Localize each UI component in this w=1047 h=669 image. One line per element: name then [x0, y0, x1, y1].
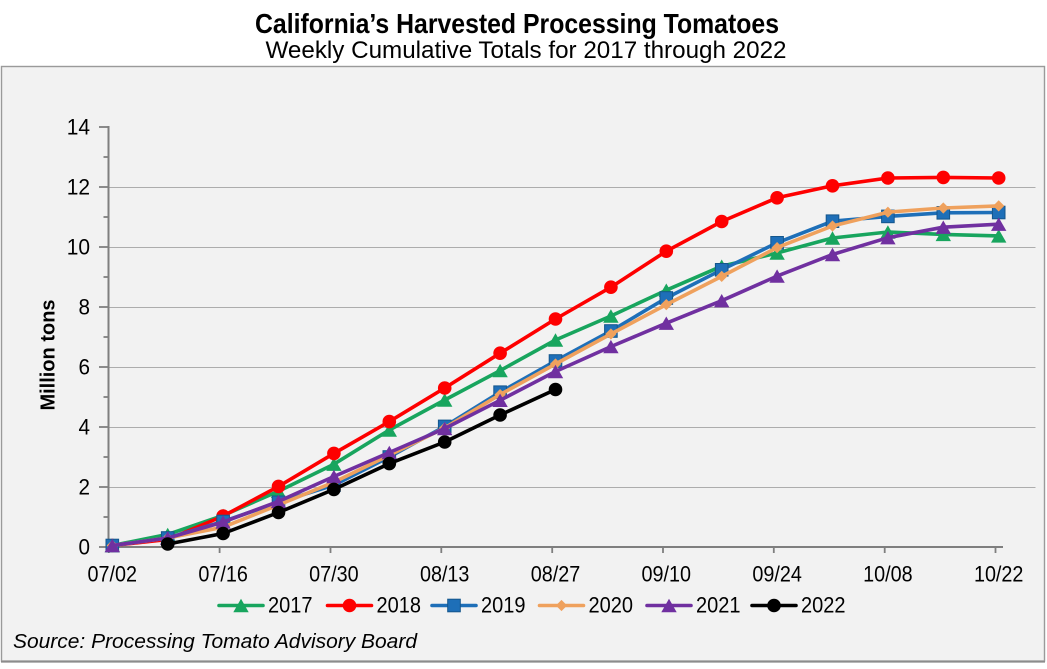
- svg-text:07/02: 07/02: [88, 562, 138, 587]
- svg-text:8: 8: [79, 294, 91, 319]
- svg-text:12: 12: [67, 174, 90, 199]
- svg-text:08/13: 08/13: [420, 562, 470, 587]
- svg-text:0: 0: [79, 534, 91, 559]
- svg-text:Million tons: Million tons: [38, 299, 60, 410]
- svg-text:10/08: 10/08: [863, 562, 913, 587]
- svg-text:09/24: 09/24: [752, 562, 802, 587]
- svg-text:10/22: 10/22: [974, 562, 1024, 587]
- svg-text:4: 4: [79, 414, 91, 439]
- svg-text:07/30: 07/30: [309, 562, 359, 587]
- svg-text:14: 14: [67, 114, 90, 139]
- svg-text:2022: 2022: [801, 593, 846, 618]
- svg-text:10: 10: [67, 234, 90, 259]
- svg-text:2020: 2020: [589, 593, 634, 618]
- svg-text:08/27: 08/27: [531, 562, 581, 587]
- svg-text:09/10: 09/10: [642, 562, 692, 587]
- svg-text:2017: 2017: [268, 593, 313, 618]
- svg-text:2019: 2019: [481, 593, 526, 618]
- svg-text:6: 6: [79, 354, 91, 379]
- svg-text:Source: Processing Tomato Advi: Source: Processing Tomato Advisory Board: [13, 630, 418, 653]
- svg-text:California’s Harvested Process: California’s Harvested Processing Tomato…: [255, 8, 779, 39]
- svg-text:Weekly Cumulative Totals for 2: Weekly Cumulative Totals for 2017 throug…: [266, 37, 787, 64]
- svg-text:2: 2: [79, 474, 91, 499]
- svg-text:07/16: 07/16: [198, 562, 248, 587]
- svg-text:2018: 2018: [377, 593, 422, 618]
- svg-text:2021: 2021: [696, 593, 741, 618]
